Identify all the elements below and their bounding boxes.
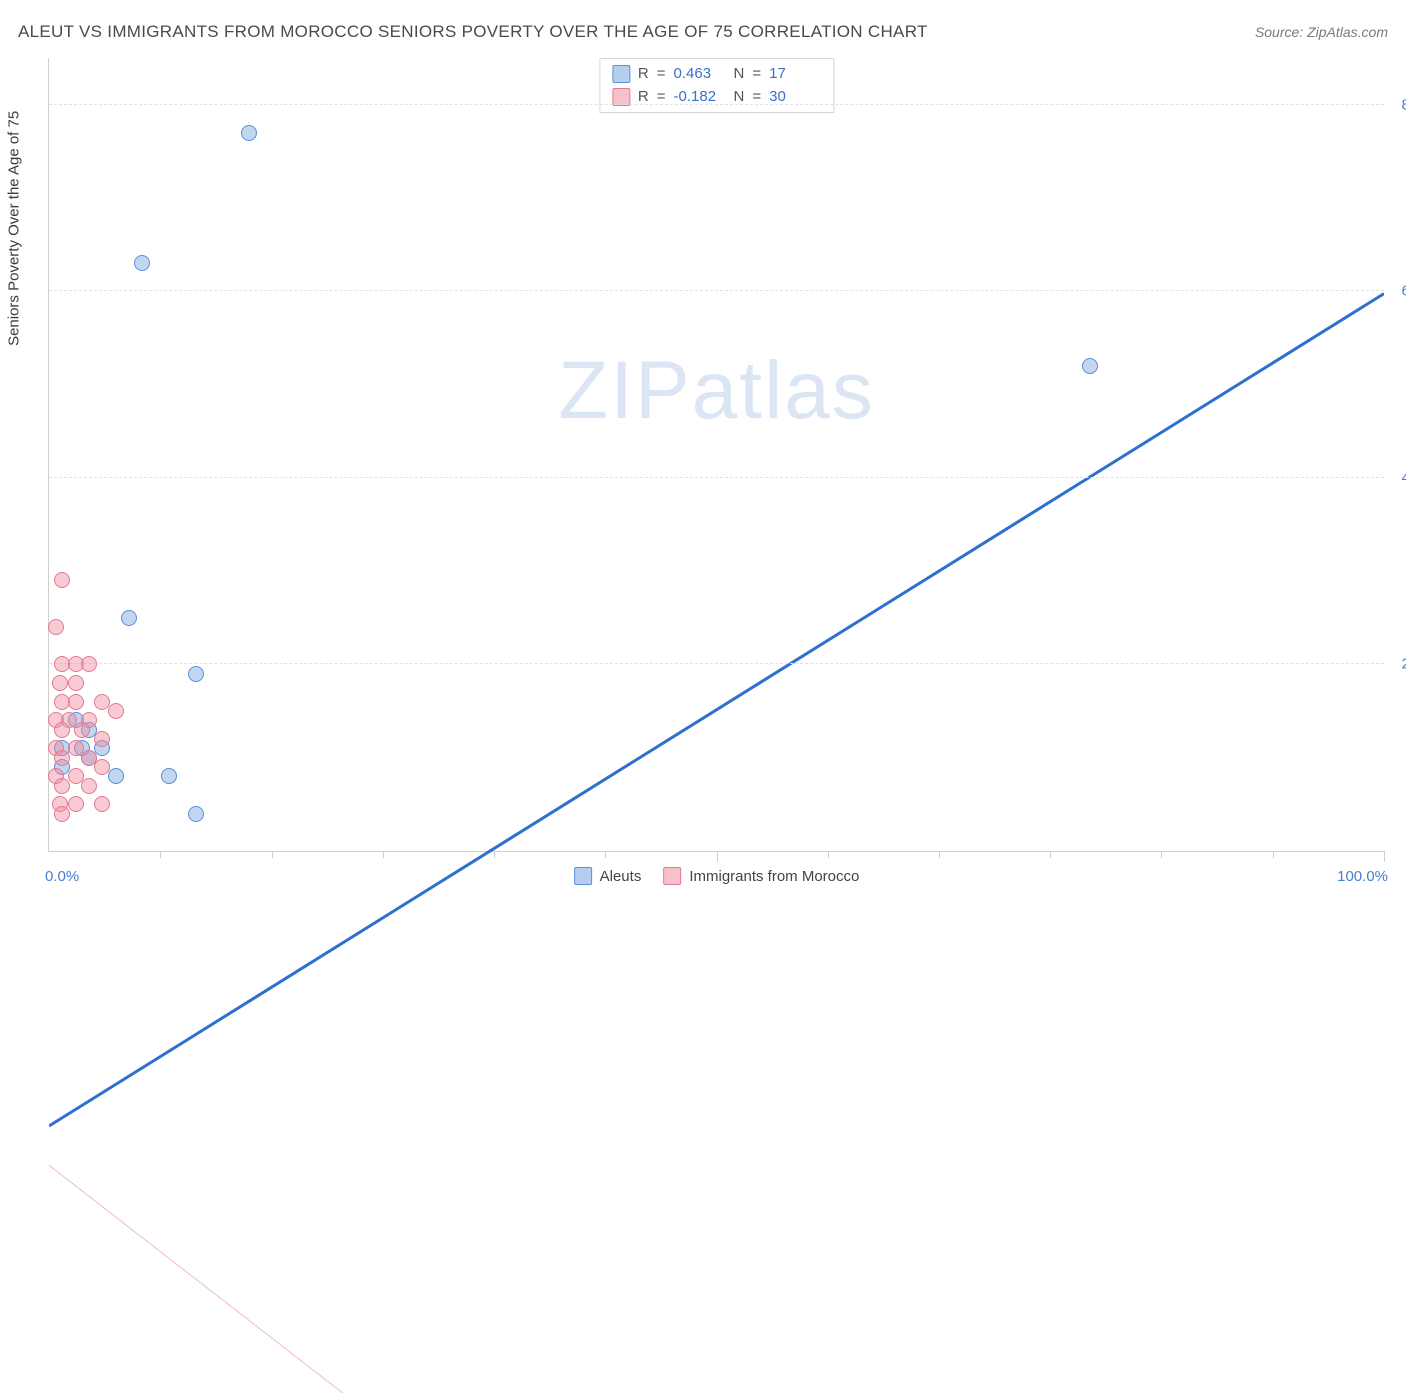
data-point-aleuts <box>241 125 257 141</box>
x-tick <box>1384 851 1385 862</box>
r-label: R <box>638 63 649 86</box>
watermark: ZIPatlas <box>558 344 875 438</box>
data-point-morocco <box>54 750 70 766</box>
data-point-morocco <box>52 675 68 691</box>
correlation-stat-box: R = 0.463 N = 17 R = -0.182 N = 30 <box>599 58 834 113</box>
source-label: Source: <box>1255 24 1307 40</box>
y-tick-label: 60.0% <box>1388 283 1406 300</box>
chart-container: Seniors Poverty Over the Age of 75 ZIPat… <box>48 58 1384 852</box>
gridline-h <box>49 290 1384 291</box>
data-point-morocco <box>81 656 97 672</box>
chart-source: Source: ZipAtlas.com <box>1255 24 1388 40</box>
data-point-aleuts <box>188 806 204 822</box>
gridline-h <box>49 663 1384 664</box>
n-label: N <box>734 63 745 86</box>
legend-item-aleuts: Aleuts <box>574 867 642 885</box>
x-tick <box>494 851 495 858</box>
data-point-morocco <box>48 619 64 635</box>
data-point-aleuts <box>188 666 204 682</box>
x-tick <box>939 851 940 858</box>
data-point-aleuts <box>161 768 177 784</box>
legend-label-aleuts: Aleuts <box>600 868 642 885</box>
data-point-morocco <box>108 703 124 719</box>
data-point-morocco <box>54 572 70 588</box>
legend-item-morocco: Immigrants from Morocco <box>663 867 859 885</box>
data-point-morocco <box>81 778 97 794</box>
trend-line-morocco <box>49 1165 343 1393</box>
x-tick <box>717 851 718 862</box>
data-point-aleuts <box>1082 358 1098 374</box>
data-point-morocco <box>94 796 110 812</box>
y-tick-label: 20.0% <box>1388 656 1406 673</box>
square-icon <box>663 867 681 885</box>
eq-label: = <box>752 63 761 86</box>
legend-label-morocco: Immigrants from Morocco <box>689 868 859 885</box>
x-tick <box>1273 851 1274 858</box>
eq-label: = <box>657 63 666 86</box>
data-point-aleuts <box>134 255 150 271</box>
stat-row-aleuts: R = 0.463 N = 17 <box>612 63 821 86</box>
square-icon <box>574 867 592 885</box>
bottom-legend: Aleuts Immigrants from Morocco <box>574 867 860 885</box>
x-tick <box>272 851 273 858</box>
data-point-morocco <box>54 778 70 794</box>
x-tick <box>383 851 384 858</box>
data-point-morocco <box>68 694 84 710</box>
trend-line-aleuts <box>49 294 1384 1126</box>
chart-title: ALEUT VS IMMIGRANTS FROM MOROCCO SENIORS… <box>18 22 928 42</box>
data-point-morocco <box>68 675 84 691</box>
x-tick <box>1050 851 1051 858</box>
data-point-morocco <box>54 722 70 738</box>
gridline-h <box>49 477 1384 478</box>
x-tick-label-right: 100.0% <box>1337 868 1388 885</box>
r-value-aleuts: 0.463 <box>674 63 726 86</box>
x-tick-label-left: 0.0% <box>45 868 79 885</box>
data-point-morocco <box>94 759 110 775</box>
source-name: ZipAtlas.com <box>1307 24 1388 40</box>
data-point-morocco <box>94 731 110 747</box>
y-tick-label: 80.0% <box>1388 96 1406 113</box>
n-value-aleuts: 17 <box>769 63 821 86</box>
square-icon <box>612 65 630 83</box>
x-tick <box>605 851 606 858</box>
data-point-morocco <box>68 796 84 812</box>
trend-lines <box>49 58 1384 1393</box>
y-tick-label: 40.0% <box>1388 469 1406 486</box>
gridline-h <box>49 104 1384 105</box>
data-point-morocco <box>54 806 70 822</box>
x-tick <box>1161 851 1162 858</box>
data-point-morocco <box>74 722 90 738</box>
x-tick <box>160 851 161 858</box>
y-axis-title: Seniors Poverty Over the Age of 75 <box>6 111 23 346</box>
data-point-aleuts <box>121 610 137 626</box>
plot-area: ZIPatlas R = 0.463 N = 17 R = -0.182 N = <box>48 58 1384 852</box>
chart-header: ALEUT VS IMMIGRANTS FROM MOROCCO SENIORS… <box>18 22 1388 42</box>
data-point-aleuts <box>108 768 124 784</box>
x-tick <box>828 851 829 858</box>
